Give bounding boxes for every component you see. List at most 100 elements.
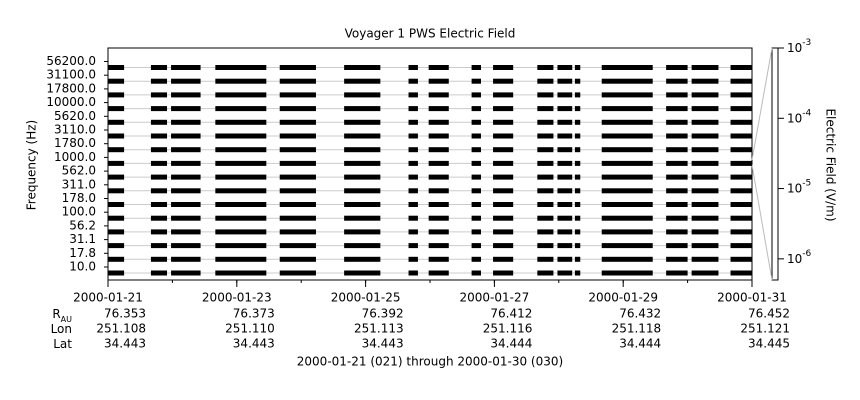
colorbar-tick-base: 10: [787, 251, 802, 265]
data-strip: [666, 202, 688, 207]
data-strip: [493, 133, 514, 139]
data-strip: [537, 78, 554, 84]
y-tick-label: 5620.0: [54, 109, 96, 123]
data-strip: [471, 215, 481, 221]
data-strip: [108, 92, 125, 98]
data-strip: [344, 229, 381, 235]
data-strip: [428, 147, 449, 153]
ephemeris-value: 76.452: [748, 307, 790, 321]
data-strip: [279, 188, 316, 194]
data-strip: [408, 174, 418, 180]
data-strip: [108, 256, 125, 262]
data-strip: [171, 133, 201, 139]
data-strip: [471, 147, 481, 153]
data-strip: [428, 256, 449, 262]
data-strip: [666, 243, 688, 249]
colorbar-tick-exponent: -4: [802, 108, 811, 118]
data-strip: [471, 133, 481, 139]
data-strip: [108, 160, 125, 166]
y-tick-label: 10.0: [69, 260, 96, 274]
x-tick-label: 2000-01-21: [73, 291, 143, 305]
x-tick-label: 2000-01-25: [331, 291, 401, 305]
data-strip: [666, 65, 688, 70]
data-strip: [601, 133, 653, 139]
data-strip: [344, 243, 381, 249]
data-strip: [537, 65, 554, 70]
data-strip: [574, 65, 581, 70]
data-strip: [471, 92, 481, 98]
data-strip: [666, 160, 688, 166]
data-strip: [666, 78, 688, 84]
data-strip: [537, 160, 554, 166]
data-strip: [691, 160, 719, 166]
data-strip: [215, 188, 267, 194]
data-strip: [574, 229, 581, 235]
data-strip: [471, 106, 481, 112]
data-strip: [691, 133, 719, 139]
colorbar-frame: [771, 47, 779, 281]
data-strip: [408, 65, 418, 70]
data-strip: [730, 160, 752, 166]
data-strip: [557, 78, 573, 84]
data-strip: [279, 65, 316, 70]
data-strip: [666, 133, 688, 139]
data-strip: [730, 229, 752, 235]
ephemeris-value: 34.443: [233, 337, 275, 351]
data-strip: [493, 270, 514, 276]
colorbar-tick-label: 10-3: [787, 38, 811, 55]
data-strip: [557, 174, 573, 180]
data-strip: [428, 174, 449, 180]
data-strip: [471, 188, 481, 194]
data-strip: [150, 202, 168, 207]
data-strip: [557, 229, 573, 235]
data-strip: [493, 229, 514, 235]
data-strip: [537, 92, 554, 98]
ephemeris-value: 34.445: [748, 337, 790, 351]
data-strip: [279, 119, 316, 125]
data-strip: [279, 147, 316, 153]
data-strip: [215, 92, 267, 98]
data-strip: [574, 202, 581, 207]
data-strip: [150, 65, 168, 70]
data-strip: [601, 65, 653, 70]
data-strip: [408, 147, 418, 153]
ephemeris-value: 251.108: [96, 322, 146, 336]
data-strip: [428, 229, 449, 235]
data-strip: [537, 147, 554, 153]
data-strip: [574, 147, 581, 153]
data-strip: [691, 229, 719, 235]
data-strip: [408, 229, 418, 235]
data-strip: [428, 106, 449, 112]
data-strip: [666, 147, 688, 153]
data-strip: [344, 92, 381, 98]
data-strip: [730, 243, 752, 249]
data-strip: [215, 270, 267, 276]
data-strip: [279, 229, 316, 235]
data-strip: [150, 147, 168, 153]
data-strip: [666, 256, 688, 262]
y-tick-label: 1000.0: [54, 150, 96, 164]
data-strip: [471, 160, 481, 166]
data-strip: [493, 215, 514, 221]
data-strip: [344, 202, 381, 207]
data-strip: [730, 65, 752, 70]
data-strip: [537, 133, 554, 139]
data-strip: [279, 78, 316, 84]
data-strip: [537, 270, 554, 276]
data-strip: [428, 65, 449, 70]
data-strip: [344, 188, 381, 194]
colorbar-tick-label: 10-4: [787, 108, 812, 125]
data-strip: [730, 215, 752, 221]
x-tick-label: 2000-01-23: [202, 291, 272, 305]
chart-title: Voyager 1 PWS Electric Field: [345, 27, 516, 41]
data-strip: [279, 174, 316, 180]
data-strip: [279, 160, 316, 166]
data-strip: [666, 119, 688, 125]
data-strip: [666, 215, 688, 221]
data-strip: [150, 243, 168, 249]
data-strip: [691, 65, 719, 70]
data-strip: [150, 174, 168, 180]
data-strip: [171, 106, 201, 112]
ephemeris-label: RAU: [52, 307, 72, 324]
data-strip: [493, 78, 514, 84]
